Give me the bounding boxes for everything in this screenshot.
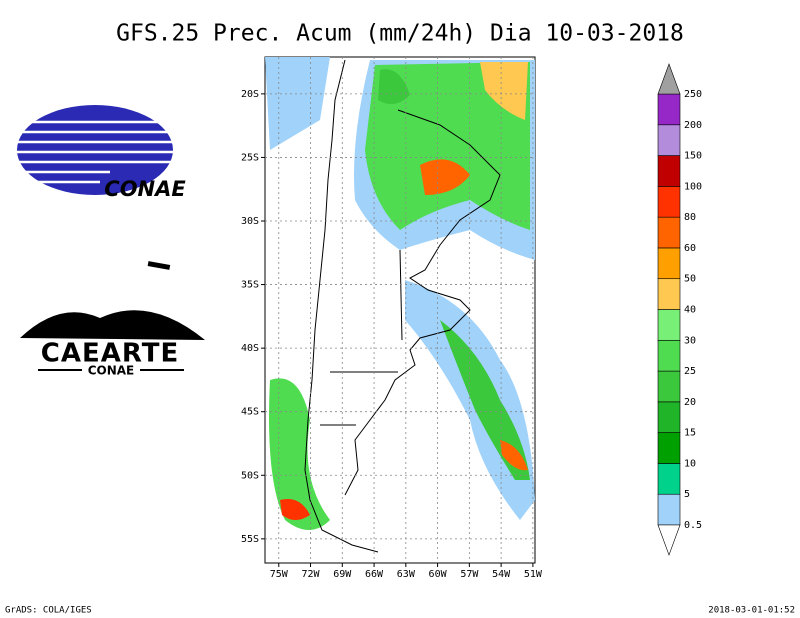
- map: 75W 72W 69W 66W 63W 60W 57W 54W 51W 20S 25S 30S 35S 4…: [241, 56, 543, 580]
- title: GFS.25 Prec. Acum (mm/24h) Dia 10-03-201…: [116, 21, 684, 47]
- caearte-sub: CONAE: [88, 364, 135, 378]
- colorbar-box: [657, 370, 681, 403]
- x-tick-label: 75W: [270, 569, 289, 580]
- colorbar-box: [657, 186, 681, 218]
- colorbar-label: 5: [684, 489, 690, 500]
- colorbar-box: [657, 493, 681, 526]
- colorbar: 0.5 5 10 15 20 25 30 40 50 60 80 100 150 200 250: [657, 63, 702, 556]
- y-tick-label: 30S: [241, 216, 259, 227]
- y-tick-label: 55S: [241, 534, 259, 545]
- colorbar-box: [657, 401, 681, 433]
- colorbar-box: [657, 124, 681, 156]
- coastline: [304, 59, 501, 553]
- x-tick-label: 72W: [301, 569, 320, 580]
- colorbar-under: [657, 524, 681, 556]
- colorbar-label: 10: [684, 458, 696, 469]
- y-tick-label: 45S: [241, 407, 259, 418]
- conae-label: CONAE: [104, 177, 186, 201]
- caearte-logo: CAEARTE CONAE: [20, 310, 205, 378]
- x-tick-label: 57W: [460, 569, 479, 580]
- colorbar-box: [657, 339, 681, 372]
- colorbar-box: [657, 278, 681, 310]
- colorbar-label: 60: [684, 243, 696, 254]
- precip-shading: [265, 57, 535, 530]
- caearte-label: CAEARTE: [41, 339, 179, 369]
- x-tick-label: 54W: [492, 569, 511, 580]
- colorbar-over: [657, 63, 681, 95]
- colorbar-label: 80: [684, 212, 696, 223]
- colorbar-label: 250: [684, 89, 702, 100]
- colorbar-label: 50: [684, 274, 696, 285]
- x-tick-label: 63W: [397, 569, 416, 580]
- colorbar-box: [657, 93, 681, 126]
- x-tick-label: 66W: [365, 569, 384, 580]
- colorbar-box: [657, 216, 681, 249]
- x-tick-label: 51W: [524, 569, 543, 580]
- y-tick-label: 25S: [241, 152, 259, 163]
- x-tick-label: 69W: [333, 569, 352, 580]
- colorbar-box: [657, 463, 681, 495]
- y-tick-label: 35S: [241, 280, 259, 291]
- colorbar-label: 25: [684, 366, 696, 377]
- footer-right: 2018-03-01-01:52: [708, 606, 795, 616]
- colorbar-label: 20: [684, 397, 696, 408]
- colorbar-box: [657, 432, 681, 464]
- colorbar-label: 200: [684, 120, 702, 131]
- colorbar-label: 100: [684, 181, 702, 192]
- colorbar-label: 15: [684, 428, 696, 439]
- colorbar-label: 0.5: [684, 520, 702, 531]
- colorbar-box: [657, 155, 681, 187]
- y-tick-label: 50S: [241, 470, 259, 481]
- conae-logo: CONAE: [17, 105, 186, 270]
- colorbar-label: 40: [684, 305, 696, 316]
- colorbar-label: 150: [684, 151, 702, 162]
- x-tick-label: 60W: [429, 569, 448, 580]
- footer-left: GrADS: COLA/IGES: [5, 606, 92, 616]
- colorbar-box: [657, 309, 681, 341]
- y-tick-label: 40S: [241, 343, 259, 354]
- colorbar-label: 30: [684, 335, 696, 346]
- y-tick-label: 20S: [241, 89, 259, 100]
- colorbar-box: [657, 247, 681, 280]
